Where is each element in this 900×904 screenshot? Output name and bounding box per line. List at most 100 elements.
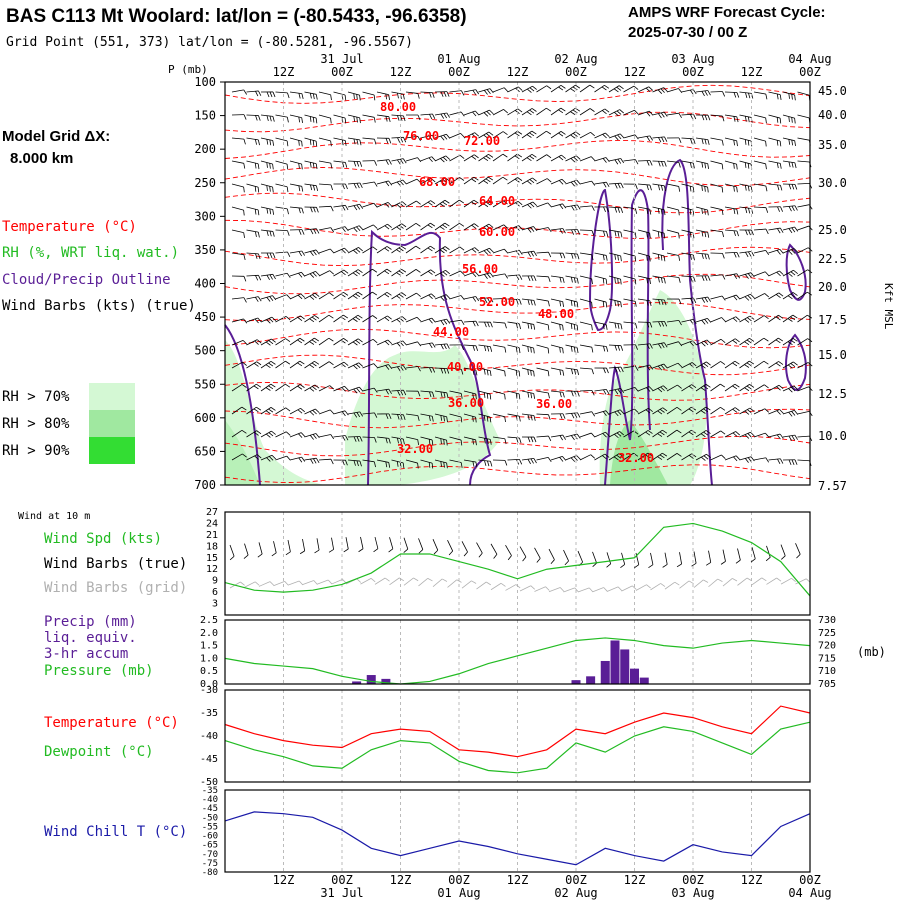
wind-barb-feather (701, 139, 704, 144)
wind-barb-staff (754, 207, 766, 208)
wind-barb-staff (363, 315, 373, 322)
wind-barb-feather (606, 564, 611, 567)
wind-barb (767, 138, 782, 146)
wind-barb-feather (748, 230, 750, 235)
wind-barb (275, 92, 289, 98)
wind-barb (724, 207, 739, 214)
wind-barb (508, 86, 523, 97)
wind-barb (566, 413, 580, 419)
wind-barb-feather (780, 228, 783, 233)
wind-barb-staff (334, 436, 346, 437)
wind-barb-feather (745, 296, 749, 301)
wind-barb-feather (722, 317, 726, 322)
wind-barb-staff (781, 545, 785, 556)
wind-barb-staff (667, 207, 679, 210)
wind-barb-feather (693, 89, 696, 94)
wind-barb-feather (691, 563, 696, 566)
temperature-contour-label: 64.00 (479, 194, 515, 208)
wind-barb-staff (290, 408, 301, 414)
wind-barb-feather (693, 298, 695, 303)
wind-barb (580, 107, 594, 119)
wind-barb-feather (373, 224, 377, 229)
wind-barb-feather (692, 233, 695, 238)
wind-barb-feather (353, 116, 356, 121)
wind-barb-feather (664, 87, 668, 92)
wind-barb-staff (769, 228, 781, 230)
wind-barb-feather (748, 208, 751, 213)
wind-barb-staff (595, 85, 605, 92)
wind-barb (609, 158, 624, 166)
wind-barb-feather (792, 411, 795, 416)
wind-barb-staff (564, 588, 575, 592)
wind-barb-staff (508, 131, 518, 138)
wind-barb (783, 410, 798, 419)
wind-barb (609, 85, 624, 97)
wind-barb-staff (247, 207, 259, 210)
wind-barb-feather (614, 231, 617, 236)
wind-barb-feather (471, 580, 476, 585)
wind-barb-feather (487, 322, 489, 327)
wind-barb-feather (779, 141, 782, 146)
wind-barb (290, 383, 304, 395)
wind-barb-feather (518, 371, 521, 376)
wind-barb-staff (711, 361, 721, 368)
wind-barb-staff (580, 85, 590, 92)
wind-barb-feather (663, 278, 666, 283)
wind-barb (319, 314, 333, 326)
wind-barb (769, 207, 783, 212)
wind-barb-feather (649, 209, 652, 214)
wind-barb-feather (272, 116, 275, 121)
wind-barb-feather (301, 118, 304, 123)
wind-barb-feather (310, 251, 313, 256)
wind-barb-feather (563, 203, 566, 208)
wind-barb (667, 88, 682, 97)
wind-barb-feather (792, 227, 795, 232)
wind-barb-staff (421, 201, 431, 207)
wind-barb (783, 460, 797, 465)
wind-barb-staff (595, 389, 607, 391)
wind-y-tick: 15 (206, 553, 218, 564)
wind-barb-feather (403, 179, 407, 184)
wind-barb-feather (621, 346, 623, 351)
wind-barb-feather (614, 323, 617, 328)
wind-barb-true (298, 539, 305, 554)
wind-barb-staff (769, 138, 781, 141)
wind-barb-feather (677, 564, 682, 567)
wind-barb-feather (748, 457, 751, 462)
wind-barb (305, 337, 319, 349)
wind-barb-feather (374, 139, 376, 144)
wind-barb (392, 223, 407, 235)
wind-legend-barbs-grid: Wind Barbs (grid) (44, 580, 187, 596)
temperature-contour-label: 60.00 (479, 225, 515, 239)
wind-barb-feather (416, 268, 420, 273)
wind-barb-feather (316, 271, 320, 276)
wind-barb-feather (794, 141, 797, 146)
wind-barb (769, 409, 784, 419)
wind-barb-feather (745, 230, 747, 235)
wind-barb-feather (459, 222, 463, 227)
wind-barb-feather (344, 269, 348, 274)
wind-barb-staff (319, 161, 331, 163)
wind-barb-staff (551, 345, 563, 348)
top-date-tick: 02 Aug (554, 52, 597, 66)
wind-barb-feather (329, 292, 333, 297)
wind-barb (753, 161, 768, 169)
wind-barb-feather (269, 231, 272, 236)
wind-barb-feather (649, 301, 652, 306)
wind-barb-feather (721, 187, 724, 192)
wind-barb-feather (257, 164, 260, 169)
wind-barb-staff (290, 316, 300, 322)
wind-barb-staff (651, 583, 661, 589)
wind-barb-staff (493, 249, 504, 253)
wind-barb-true (225, 545, 234, 560)
wind-barb (608, 253, 623, 261)
wind-barb-staff (754, 293, 765, 299)
wind-barb-true (545, 549, 556, 564)
wind-barb-feather (313, 185, 316, 190)
wind-barb (506, 391, 521, 399)
wind-barb-feather (635, 323, 638, 328)
wind-barb (261, 253, 275, 258)
wind-barb-feather (503, 130, 507, 135)
wind-barb-feather (446, 155, 450, 160)
wind-barb (725, 252, 739, 258)
